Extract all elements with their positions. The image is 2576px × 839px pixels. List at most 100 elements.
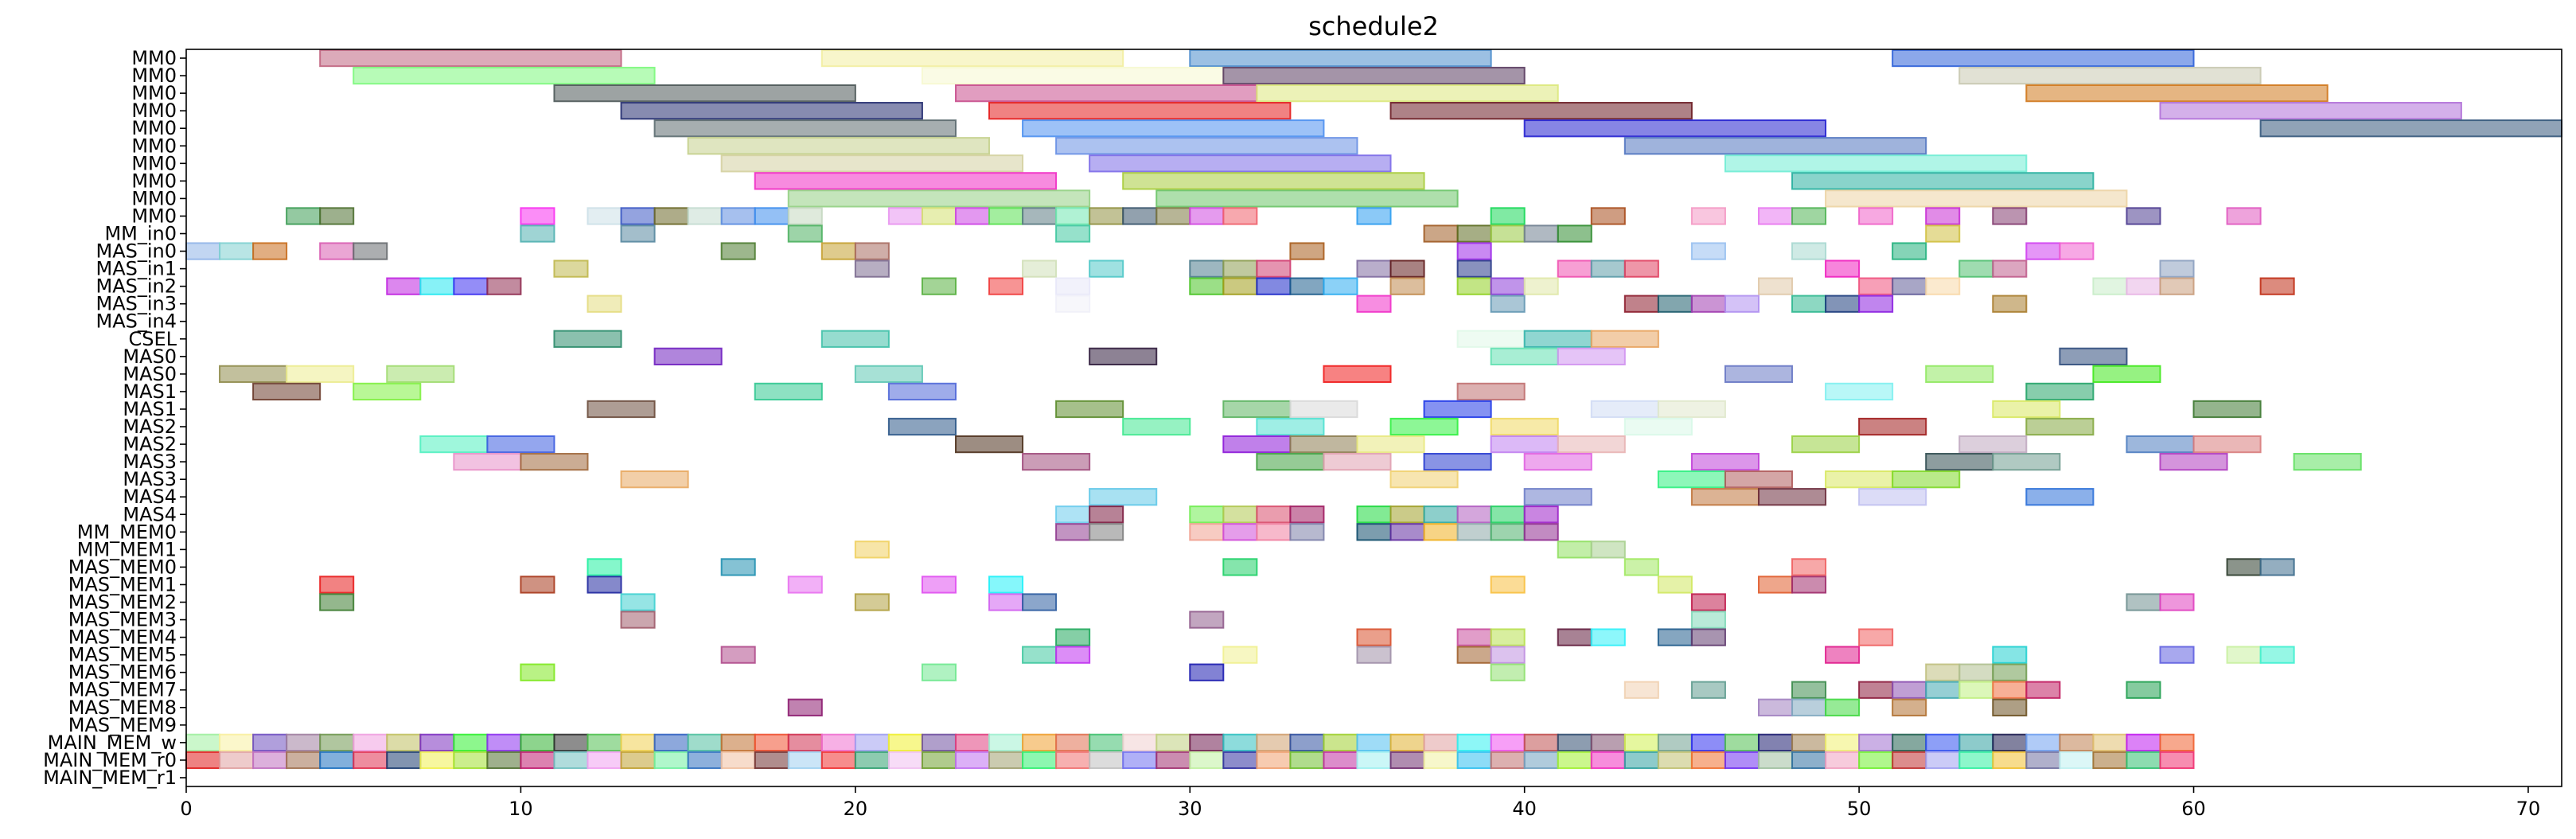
task-bar	[1289, 733, 1325, 752]
task-bar	[787, 733, 823, 752]
task-bar	[185, 751, 221, 770]
task-bar	[1356, 628, 1392, 646]
task-bar	[988, 207, 1024, 225]
task-bar	[820, 242, 856, 260]
task-bar	[1858, 277, 1894, 295]
y-tick-label: MAS3	[123, 468, 177, 490]
task-bar	[1958, 681, 1994, 699]
task-bar	[1189, 49, 1492, 68]
task-bar	[2159, 593, 2195, 611]
x-tick-label: 40	[1512, 798, 1537, 820]
task-bar	[1189, 523, 1225, 541]
task-bar	[1256, 84, 1559, 103]
task-bar	[1925, 365, 1994, 384]
task-bar	[1222, 277, 1258, 295]
task-bar	[1757, 207, 1794, 225]
task-bar	[1690, 681, 1726, 699]
task-bar	[353, 66, 656, 85]
task-bar	[620, 733, 656, 752]
task-bar	[1490, 628, 1526, 646]
task-bar	[587, 400, 656, 419]
task-bar	[1791, 435, 1861, 454]
task-bar	[1456, 330, 1526, 348]
task-bar	[1289, 435, 1358, 454]
y-tick-label: MAS_MEM0	[68, 556, 177, 578]
task-bar	[1925, 733, 1961, 752]
task-bar	[1623, 417, 1693, 436]
task-bar	[1892, 470, 1961, 489]
task-bar	[419, 751, 455, 770]
task-bar	[754, 207, 789, 225]
task-bar	[1724, 470, 1794, 489]
task-bar	[2159, 646, 2195, 664]
task-bar	[1490, 663, 1526, 681]
task-bar	[754, 751, 789, 770]
task-bar	[988, 751, 1024, 770]
task-bar	[720, 646, 756, 664]
task-bar	[954, 207, 991, 225]
task-bar	[1389, 751, 1425, 770]
task-bar	[1389, 277, 1425, 295]
task-bar	[1657, 751, 1693, 770]
task-bar	[1757, 277, 1794, 295]
task-bar	[1055, 628, 1091, 646]
task-bar	[1289, 400, 1358, 419]
task-bar	[1791, 751, 1827, 770]
task-bar	[954, 84, 1258, 103]
task-bar	[1590, 751, 1626, 770]
task-bar	[954, 435, 1024, 454]
task-bar	[1858, 417, 1927, 436]
task-bar	[1089, 733, 1124, 752]
task-bar	[319, 207, 355, 225]
y-tick-label: MAS2	[123, 433, 177, 455]
task-bar	[1456, 277, 1492, 295]
task-bar	[1590, 540, 1626, 559]
task-bar	[286, 365, 355, 384]
task-bar	[2259, 646, 2295, 664]
task-bar	[1222, 751, 1258, 770]
task-bar	[1523, 733, 1559, 752]
task-bar	[1791, 576, 1827, 594]
task-bar	[2025, 733, 2061, 752]
task-bar	[1490, 295, 1526, 313]
task-bar	[2259, 558, 2295, 576]
task-bar	[1623, 733, 1659, 752]
y-tick-label: MAS_MEM8	[68, 697, 177, 719]
task-bar	[2226, 646, 2262, 664]
task-bar	[1825, 698, 1861, 716]
task-bar	[219, 751, 255, 770]
task-bar	[1690, 733, 1726, 752]
task-bar	[1423, 751, 1459, 770]
task-bar	[1590, 733, 1626, 752]
task-bar	[1523, 488, 1592, 506]
task-bar	[1992, 295, 2028, 313]
task-bar	[820, 733, 856, 752]
task-bar	[653, 733, 689, 752]
task-bar	[2159, 277, 2195, 295]
task-bar	[1055, 505, 1091, 524]
task-bar	[185, 733, 221, 752]
task-bar	[1657, 295, 1693, 313]
task-bar	[1557, 751, 1592, 770]
x-axis: 0 10 20 30 40 50 60 70	[180, 786, 2540, 820]
task-bar	[520, 452, 589, 471]
task-bar	[453, 452, 522, 471]
y-axis: MM0MM0MM0MM0MM0MM0MM0MM0MM0MM0MM_in0MAS_…	[43, 47, 186, 789]
task-bar	[520, 576, 555, 594]
y-tick-label: MAS_in1	[95, 258, 177, 280]
task-bar	[1055, 137, 1358, 155]
task-bar	[2259, 119, 2562, 138]
task-bar	[1122, 751, 1158, 770]
task-bar	[1256, 452, 1325, 471]
task-bar	[620, 611, 656, 629]
y-tick-label: MAS_in2	[95, 275, 177, 298]
task-bar	[1858, 207, 1894, 225]
task-bar	[1456, 242, 1492, 260]
y-tick-label: MAS_MEM7	[68, 679, 177, 701]
task-bar	[954, 751, 991, 770]
task-bar	[1055, 207, 1091, 225]
task-bar	[620, 470, 689, 489]
task-bar	[587, 733, 622, 752]
task-bar	[1356, 207, 1392, 225]
